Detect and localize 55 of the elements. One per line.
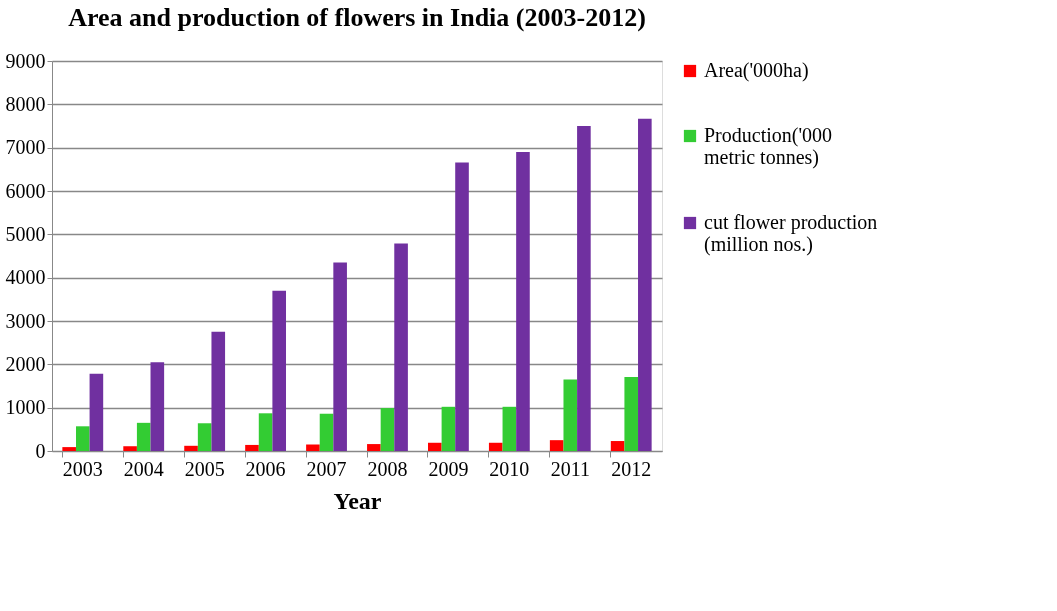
x-tick-label: 2008 — [367, 457, 408, 480]
legend-label: Production('000 metric tonnes) — [704, 124, 833, 169]
x-tick-label: 2010 — [489, 457, 530, 480]
bar — [455, 162, 469, 451]
y-tick-label: 9000 — [5, 49, 46, 72]
bar — [75, 426, 90, 451]
x-tick-label: 2003 — [62, 457, 103, 480]
bar — [62, 447, 76, 451]
legend-label: Area('000ha) — [704, 59, 809, 82]
y-tick-label: 6000 — [5, 179, 46, 202]
bar — [394, 243, 408, 451]
legend-label: cut flower production (million nos.) — [704, 211, 878, 256]
bar — [89, 373, 104, 451]
bar — [272, 290, 287, 451]
bar — [516, 152, 530, 451]
bar — [502, 406, 517, 451]
y-tick-label: 1000 — [5, 396, 46, 419]
x-tick-label: 2004 — [123, 457, 164, 480]
bar — [136, 422, 151, 451]
bar — [610, 441, 625, 451]
x-tick-label: 2009 — [428, 457, 469, 480]
x-tick-label: 2011 — [550, 457, 590, 480]
bar — [245, 444, 259, 451]
bar — [150, 362, 165, 451]
bar — [306, 444, 320, 451]
y-tick-label: 3000 — [5, 309, 46, 332]
x-tick-label: 2006 — [245, 457, 286, 480]
x-axis-title: Year — [333, 487, 382, 514]
bar — [427, 442, 442, 451]
bar — [380, 408, 395, 451]
x-tick-label: 2007 — [306, 457, 347, 480]
bar — [197, 423, 212, 451]
y-tick-label: 5000 — [5, 222, 46, 245]
bar — [563, 379, 578, 451]
bar — [258, 413, 273, 451]
y-tick-label: 0 — [35, 439, 46, 462]
bar — [319, 413, 334, 451]
bar — [624, 376, 639, 451]
bar — [333, 262, 347, 451]
bar — [367, 444, 381, 451]
y-tick-label: 8000 — [5, 92, 46, 115]
x-tick-label: 2005 — [184, 457, 225, 480]
y-tick-label: 4000 — [5, 266, 46, 289]
bar — [638, 118, 652, 451]
bar — [184, 445, 198, 451]
y-tick-label: 2000 — [5, 352, 46, 375]
bar — [549, 440, 564, 451]
x-tick-label: 2012 — [611, 457, 652, 480]
chart-title: Area and production of flowers in India (2003-2012) — [68, 3, 646, 32]
bar — [488, 442, 503, 451]
bar — [211, 331, 226, 451]
bar — [441, 406, 456, 451]
bar — [123, 446, 137, 451]
y-tick-label: 7000 — [5, 136, 46, 159]
bar — [577, 126, 591, 451]
